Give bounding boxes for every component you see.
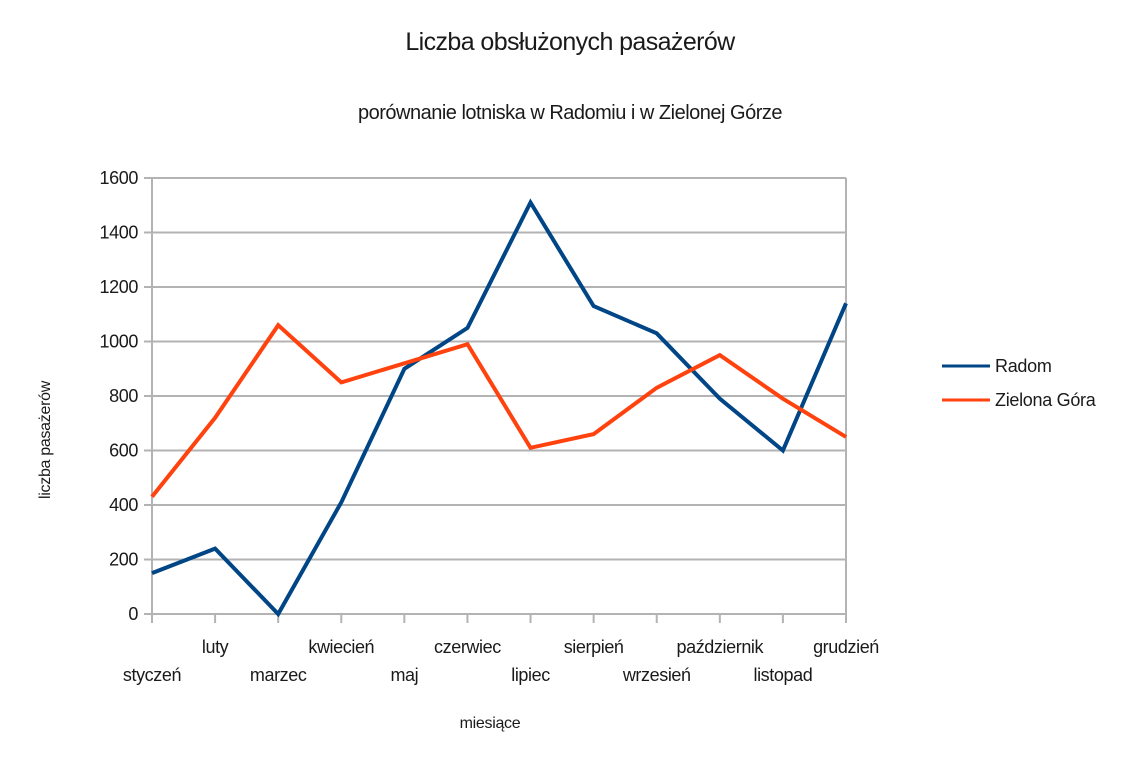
x-axis	[151, 178, 847, 623]
x-tick-label: listopad	[753, 665, 812, 685]
y-tick-label: 400	[109, 495, 138, 515]
series-line-zielona-góra	[150, 322, 848, 499]
x-tick-label: wrzesień	[622, 665, 691, 685]
y-axis-title: liczba pasażerów	[37, 380, 54, 499]
legend-label: Zielona Góra	[995, 390, 1097, 410]
x-tick-label: czerwiec	[434, 637, 501, 657]
y-tick-label: 1400	[100, 223, 139, 243]
chart-title: Liczba obsłużonych pasażerów	[405, 28, 735, 56]
y-tick-label: 1000	[100, 332, 139, 352]
x-tick-label: luty	[202, 637, 229, 657]
x-tick-label: marzec	[250, 665, 307, 685]
y-tick-label: 600	[109, 441, 138, 461]
x-tick-label: styczeń	[123, 665, 181, 685]
gridlines	[144, 177, 846, 615]
x-tick-label: październik	[676, 637, 764, 657]
x-tick-label: grudzień	[813, 637, 879, 657]
x-tick-label: kwiecień	[308, 637, 374, 657]
y-axis-tick-labels: 0 200 400 600 800 1000 1200 1400 1600	[100, 168, 139, 624]
y-tick-label: 200	[109, 550, 138, 570]
x-tick-label: lipiec	[511, 665, 550, 685]
legend: Radom Zielona Góra	[942, 356, 1097, 410]
y-tick-label: 0	[128, 604, 138, 624]
series-line-radom	[151, 198, 848, 618]
x-axis-title: miesiące	[460, 715, 521, 732]
y-tick-label: 800	[109, 386, 138, 406]
y-tick-label: 1600	[100, 168, 139, 188]
x-tick-label: sierpień	[564, 637, 624, 657]
x-tick-label: maj	[390, 665, 418, 685]
legend-label: Radom	[995, 356, 1052, 376]
chart-subtitle: porównanie lotniska w Radomiu i w Zielon…	[358, 102, 783, 124]
data-series	[150, 198, 848, 618]
y-tick-label: 1200	[100, 277, 139, 297]
